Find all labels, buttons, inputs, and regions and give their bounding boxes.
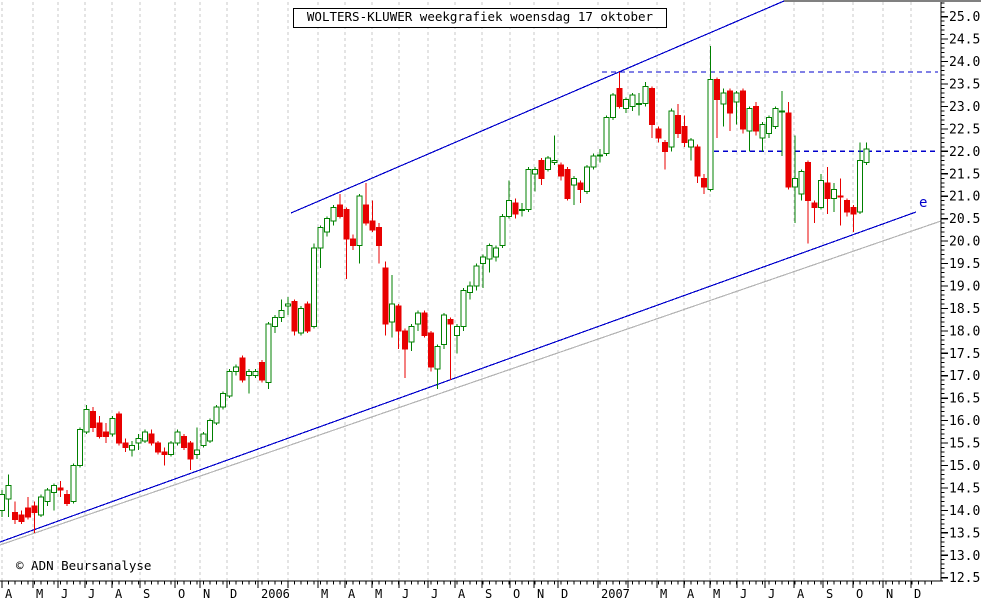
copyright-label: © ADN Beursanalyse [16,558,152,573]
svg-text:M: M [36,587,43,601]
svg-text:J: J [88,587,95,601]
svg-text:N: N [203,587,210,601]
upper-channel-line [290,0,785,214]
chart-title: WOLTERS-KLUWER weekgrafiek woensdag 17 o… [293,8,667,28]
svg-text:J: J [768,587,775,601]
svg-text:16.0: 16.0 [949,414,980,429]
e-label: e [919,195,928,211]
y-axis: 25.0 24.5 24.0 23.5 23.0 22.5 22.0 21.5 21.0 20.5… [940,2,980,586]
month-gridlines [1,2,912,581]
svg-text:15.5: 15.5 [949,437,980,452]
svg-text:S: S [826,587,833,601]
svg-text:N: N [537,587,544,601]
gray-support-line [0,220,942,546]
svg-text:J: J [402,587,409,601]
svg-text:15.0: 15.0 [949,459,980,474]
svg-text:22.5: 22.5 [949,122,980,137]
svg-text:21.0: 21.0 [949,190,980,205]
svg-text:A: A [115,587,123,601]
svg-text:A: A [687,587,695,601]
x-axis: A M J J A S O N D 2006 M A M J J A S O N D 2007 M A M J J A S O N D [0,580,943,601]
svg-text:M: M [713,587,720,601]
svg-text:24.5: 24.5 [949,33,980,48]
candles [0,45,870,533]
svg-text:J: J [61,587,68,601]
svg-text:16.5: 16.5 [949,392,980,407]
svg-text:19.0: 19.0 [949,279,980,294]
svg-text:A: A [348,587,356,601]
svg-text:J: J [740,587,747,601]
svg-text:23.5: 23.5 [949,78,980,93]
svg-text:M: M [660,587,667,601]
svg-text:D: D [914,587,921,601]
svg-text:M: M [321,587,328,601]
svg-text:M: M [375,587,382,601]
svg-text:2007: 2007 [601,587,630,601]
svg-text:13.5: 13.5 [949,526,980,541]
svg-text:2006: 2006 [261,587,290,601]
svg-text:D: D [230,587,237,601]
lower-channel-line [0,211,917,543]
svg-text:D: D [561,587,568,601]
svg-text:O: O [513,587,520,601]
svg-text:18.0: 18.0 [949,324,980,339]
svg-text:24.0: 24.0 [949,55,980,70]
svg-text:O: O [856,587,863,601]
svg-text:20.0: 20.0 [949,235,980,250]
svg-text:22.0: 22.0 [949,145,980,160]
svg-text:19.5: 19.5 [949,257,980,272]
svg-text:17.0: 17.0 [949,369,980,384]
svg-text:21.5: 21.5 [949,167,980,182]
svg-text:25.0: 25.0 [949,10,980,25]
svg-text:N: N [886,587,893,601]
svg-text:A: A [5,587,13,601]
svg-text:12.5: 12.5 [949,571,980,586]
svg-text:14.5: 14.5 [949,481,980,496]
svg-text:17.5: 17.5 [949,347,980,362]
svg-text:23.0: 23.0 [949,100,980,115]
svg-text:S: S [485,587,492,601]
svg-text:20.5: 20.5 [949,212,980,227]
svg-text:A: A [458,587,466,601]
trendlines [0,0,981,546]
svg-text:O: O [178,587,185,601]
svg-text:A: A [797,587,805,601]
dashed-levels [602,71,938,152]
svg-text:18.5: 18.5 [949,302,980,317]
svg-text:14.0: 14.0 [949,504,980,519]
svg-text:J: J [431,587,438,601]
svg-text:S: S [143,587,150,601]
svg-text:13.0: 13.0 [949,549,980,564]
